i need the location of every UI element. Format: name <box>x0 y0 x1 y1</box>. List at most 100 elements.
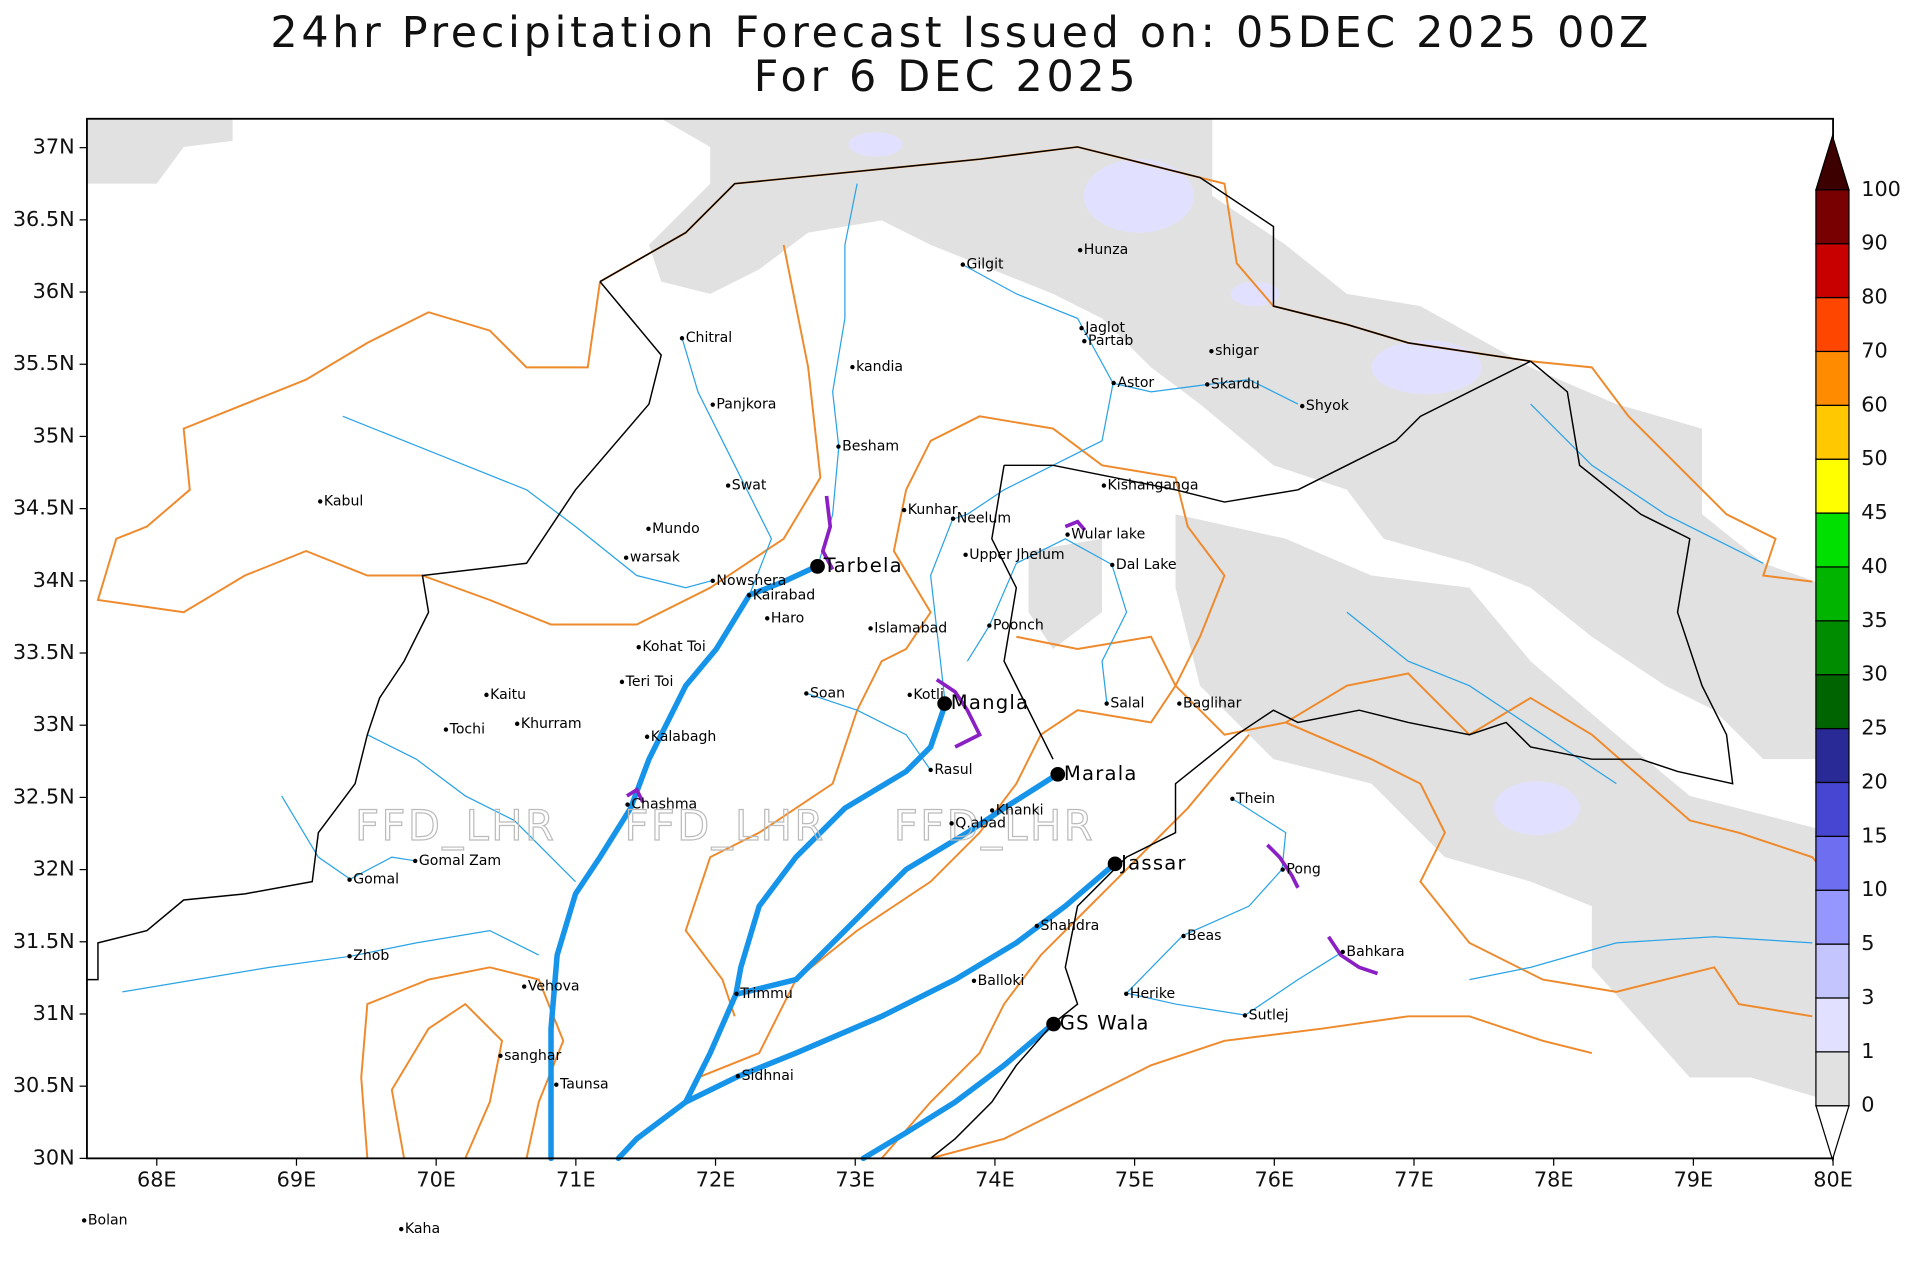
lon-tick-label: 70E <box>416 1167 456 1191</box>
lat-tick-label: 37N <box>33 135 75 159</box>
station-label: Kaha <box>405 1221 440 1237</box>
station-label: Gilgit <box>966 257 1004 273</box>
lon-tick-label: 68E <box>137 1167 177 1191</box>
lat-tick-label: 33N <box>33 712 75 736</box>
station-dot <box>725 483 731 488</box>
lat-tick-label: 34N <box>33 568 75 592</box>
station-label: Chashma <box>631 797 697 813</box>
station-label: Skardu <box>1211 376 1260 392</box>
colorbar-label: 90 <box>1861 231 1887 255</box>
station-label: Q.abad <box>955 815 1006 831</box>
lat-tick-label: 35.5N <box>13 351 75 375</box>
colorbar-box <box>1815 512 1850 568</box>
station-dot <box>1124 991 1129 996</box>
station-label: Teri Toi <box>625 674 674 690</box>
station-label: GS Wala <box>1060 1012 1150 1035</box>
colorbar-box <box>1815 727 1850 784</box>
colorbar-box <box>1815 189 1850 245</box>
colorbar-box <box>1815 1051 1850 1107</box>
colorbar-label: 30 <box>1861 662 1887 686</box>
station-label: Panjkora <box>716 397 776 413</box>
colorbar-label: 25 <box>1861 716 1887 740</box>
lon-tick-label: 72E <box>696 1167 736 1191</box>
stations: Bolan Kaha Chitral Kabul Panjkora Swat Mundo wa… <box>81 242 1405 1237</box>
station-label: Swat <box>732 478 767 494</box>
lon-tick-label: 75E <box>1115 1167 1155 1191</box>
plot-background <box>86 118 1834 1159</box>
station-label: Poonch <box>993 618 1044 634</box>
precip-1-3-areas <box>848 132 1580 836</box>
station-dot <box>1300 403 1305 409</box>
station-label: Besham <box>842 439 899 455</box>
station-dot <box>636 645 641 650</box>
station-dot <box>901 507 907 513</box>
colorbar-label: 70 <box>1861 338 1887 362</box>
station-label: warsak <box>630 550 681 566</box>
station-label: Gomal <box>353 872 399 888</box>
station-dot <box>623 555 629 560</box>
station-dot <box>765 616 770 621</box>
colorbar-label: 5 <box>1861 931 1874 955</box>
station-label: Hunza <box>1084 242 1128 258</box>
station-dot <box>554 1082 559 1087</box>
station-label: Khanki <box>996 802 1044 818</box>
station-label: shigar <box>1215 343 1259 359</box>
colorbar-label: 10 <box>1861 877 1887 901</box>
station-label: Gomal Zam <box>419 853 501 869</box>
lon-tick-label: 71E <box>556 1167 596 1191</box>
colorbar-box <box>1815 458 1850 514</box>
station-label: Partab <box>1088 333 1133 349</box>
station-label: Kunhar <box>908 502 958 518</box>
lat-tick-label: 30.5N <box>13 1073 75 1097</box>
station-label: Jaglot <box>1084 320 1125 336</box>
plot-area: FFD_LHR FFD_LHR FFD_LHR BolanKahaChitralKa… <box>81 117 1834 1237</box>
station-dot <box>710 578 715 584</box>
station-label: Bolan <box>88 1212 128 1228</box>
station-label: Soan <box>810 685 845 701</box>
colorbar-box <box>1815 997 1850 1053</box>
station-dot <box>1104 701 1109 706</box>
lat-tick-label: 31.5N <box>13 929 75 953</box>
station-label: Astor <box>1117 375 1154 391</box>
station-dot <box>399 1226 404 1232</box>
station-dot <box>810 559 825 574</box>
watermark: FFD_LHR <box>624 801 825 850</box>
station-dot <box>1280 867 1285 872</box>
colorbar-box <box>1815 943 1850 999</box>
lat-tick-label: 36N <box>33 279 75 303</box>
colorbar-label: 40 <box>1861 554 1887 578</box>
station-dot <box>625 802 630 807</box>
station-dot <box>1065 532 1070 537</box>
station-label: Kairabad <box>753 587 815 603</box>
borders <box>86 146 1734 1159</box>
station-dot <box>1110 562 1115 568</box>
colorbar-label: 20 <box>1861 769 1887 793</box>
station-label: Sidhnai <box>742 1068 794 1084</box>
station-label: Kishanganga <box>1108 478 1199 494</box>
station-label: Khurram <box>521 716 582 732</box>
colorbar-box <box>1815 350 1850 406</box>
lat-tick-label: 32.5N <box>13 784 75 808</box>
station-label: Tochi <box>449 722 485 738</box>
colorbar-box <box>1815 566 1850 622</box>
station-dot <box>1340 949 1345 955</box>
colorbar-box <box>1815 243 1850 299</box>
station-label: Herike <box>1130 986 1175 1002</box>
station-dot <box>81 1218 87 1223</box>
station-label: Mundo <box>652 521 700 537</box>
station-dot <box>347 954 352 959</box>
station-label: Beas <box>1187 928 1221 944</box>
station-label: Shyok <box>1306 398 1350 414</box>
lon-tick-label: 79E <box>1674 1167 1714 1191</box>
lon-tick-label: 80E <box>1813 1167 1853 1191</box>
station-label: Mangla <box>951 691 1030 714</box>
lat-tick-label: 34.5N <box>13 496 75 520</box>
lon-tick-label: 69E <box>277 1167 317 1191</box>
station-dot <box>318 499 323 504</box>
lon-tick-label: 78E <box>1534 1167 1574 1191</box>
reservoirs <box>625 495 1379 976</box>
station-dot <box>1111 380 1116 386</box>
station-dot <box>347 877 352 882</box>
station-label: Thein <box>1235 791 1275 807</box>
